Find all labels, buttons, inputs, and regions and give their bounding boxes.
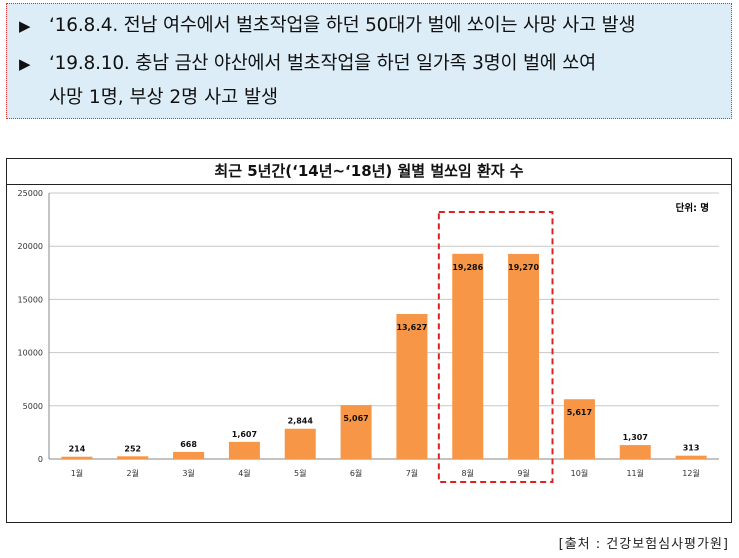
y-tick-label: 15000 — [18, 295, 43, 304]
x-tick-label: 8월 — [462, 468, 474, 478]
bar-value-label: 13,627 — [396, 323, 427, 332]
y-tick-label: 5000 — [23, 402, 43, 411]
bullet-arrow-icon: ▶ — [19, 17, 31, 35]
x-tick-label: 2월 — [127, 468, 139, 478]
x-tick-label: 10월 — [571, 468, 589, 478]
news-item-2: ▶ ‘19.8.10. 충남 금산 야산에서 벌초작업을 하던 일가족 3명이 벌… — [19, 52, 596, 76]
news-item-2-continuation: 사망 1명, 부상 2명 사고 발생 — [49, 87, 279, 108]
bar — [508, 253, 540, 459]
bar — [173, 451, 205, 459]
x-tick-label: 7월 — [406, 468, 418, 478]
y-tick-label: 10000 — [18, 349, 43, 358]
bar — [396, 314, 428, 459]
news-item-text: ‘19.8.10. 충남 금산 야산에서 벌초작업을 하던 일가족 3명이 벌에… — [49, 53, 596, 74]
chart-frame: 최근 5년간(‘14년~‘18년) 월별 벌쏘임 환자 수 0 5000 10000… — [6, 158, 732, 523]
x-tick-label: 12월 — [682, 468, 700, 478]
bar — [563, 399, 595, 459]
x-tick-label: 11월 — [626, 468, 644, 478]
bar — [117, 456, 149, 459]
x-tick-label: 5월 — [294, 468, 306, 478]
bar — [284, 428, 316, 459]
y-tick-label: 25000 — [18, 189, 43, 198]
bar — [452, 253, 484, 459]
x-tick-label: 6월 — [350, 468, 362, 478]
news-item-1: ▶ ‘16.8.4. 전남 여수에서 벌초작업을 하던 50대가 벌에 쏘이는 사… — [19, 14, 635, 38]
bar — [61, 456, 93, 459]
bar-layer — [61, 253, 707, 459]
y-tick-label: 20000 — [18, 242, 43, 251]
highlight-box — [437, 211, 554, 483]
bullet-arrow-icon: ▶ — [19, 55, 31, 73]
news-box: ▶ ‘16.8.4. 전남 여수에서 벌초작업을 하던 50대가 벌에 쏘이는 사… — [6, 3, 732, 119]
bar-value-label: 2,844 — [288, 417, 314, 426]
bar-value-label: 214 — [69, 445, 86, 454]
x-tick-label: 3월 — [182, 468, 194, 478]
news-item-text: ‘16.8.4. 전남 여수에서 벌초작업을 하던 50대가 벌에 쏘이는 사망… — [49, 15, 636, 36]
bar — [619, 445, 651, 459]
bar-value-label: 5,067 — [343, 414, 368, 423]
label-layer: 214 252 668 1,607 2,844 5,067 13,627 19,286 19,2… — [69, 211, 700, 483]
x-tick-label: 1월 — [71, 468, 83, 478]
bar-value-label: 252 — [124, 444, 141, 453]
axis-layer: 0 5000 10000 15000 20000 25000 1월 2월 3월 4월 5월 6월 7월 8… — [18, 189, 700, 478]
x-tick-label: 9월 — [517, 468, 529, 478]
chart-title: 최근 5년간(‘14년~‘18년) 월별 벌쏘임 환자 수 — [7, 159, 731, 185]
unit-label: 단위: 명 — [676, 202, 709, 214]
bar-value-label: 19,270 — [508, 263, 539, 272]
bar-chart: 0 5000 10000 15000 20000 25000 1월 2월 3월 4월 5월 6월 7월 8… — [18, 189, 719, 483]
bar — [228, 441, 260, 459]
bar-value-label: 5,617 — [567, 408, 592, 417]
bar — [675, 455, 707, 459]
y-tick-label: 0 — [38, 455, 43, 464]
bar-value-label: 668 — [180, 440, 197, 449]
source-citation: [출처 : 건강보험심사평가원] — [558, 537, 729, 552]
x-tick-label: 4월 — [238, 468, 250, 478]
bar-value-label: 313 — [683, 444, 700, 453]
bar — [340, 405, 372, 459]
bar-value-label: 1,607 — [232, 430, 257, 439]
bar-value-label: 19,286 — [452, 263, 483, 272]
grid-layer — [49, 192, 719, 460]
bar-value-label: 1,307 — [623, 433, 648, 442]
